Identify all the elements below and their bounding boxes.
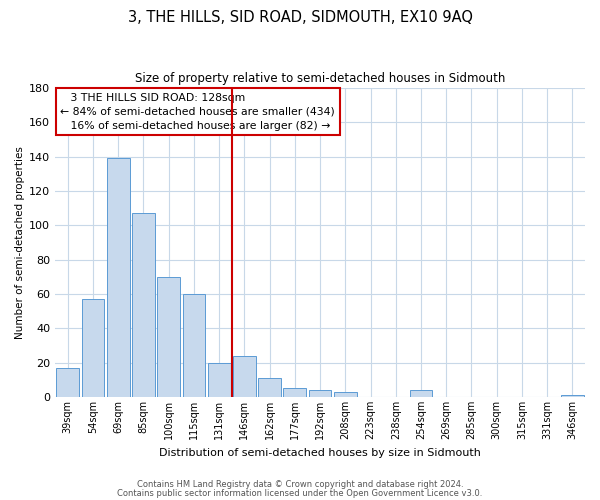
Bar bbox=[132, 214, 155, 397]
Text: 3 THE HILLS SID ROAD: 128sqm
← 84% of semi-detached houses are smaller (434)
   : 3 THE HILLS SID ROAD: 128sqm ← 84% of se… bbox=[61, 92, 335, 130]
Y-axis label: Number of semi-detached properties: Number of semi-detached properties bbox=[15, 146, 25, 339]
Bar bbox=[157, 277, 180, 397]
X-axis label: Distribution of semi-detached houses by size in Sidmouth: Distribution of semi-detached houses by … bbox=[159, 448, 481, 458]
Text: Contains HM Land Registry data © Crown copyright and database right 2024.: Contains HM Land Registry data © Crown c… bbox=[137, 480, 463, 489]
Bar bbox=[182, 294, 205, 397]
Text: 3, THE HILLS, SID ROAD, SIDMOUTH, EX10 9AQ: 3, THE HILLS, SID ROAD, SIDMOUTH, EX10 9… bbox=[128, 10, 473, 25]
Bar bbox=[233, 356, 256, 397]
Bar bbox=[334, 392, 356, 397]
Bar bbox=[309, 390, 331, 397]
Bar bbox=[56, 368, 79, 397]
Bar bbox=[107, 158, 130, 397]
Bar bbox=[561, 396, 584, 397]
Bar bbox=[283, 388, 306, 397]
Bar bbox=[82, 299, 104, 397]
Bar bbox=[410, 390, 433, 397]
Bar bbox=[258, 378, 281, 397]
Title: Size of property relative to semi-detached houses in Sidmouth: Size of property relative to semi-detach… bbox=[135, 72, 505, 86]
Text: Contains public sector information licensed under the Open Government Licence v3: Contains public sector information licen… bbox=[118, 488, 482, 498]
Bar bbox=[208, 362, 230, 397]
